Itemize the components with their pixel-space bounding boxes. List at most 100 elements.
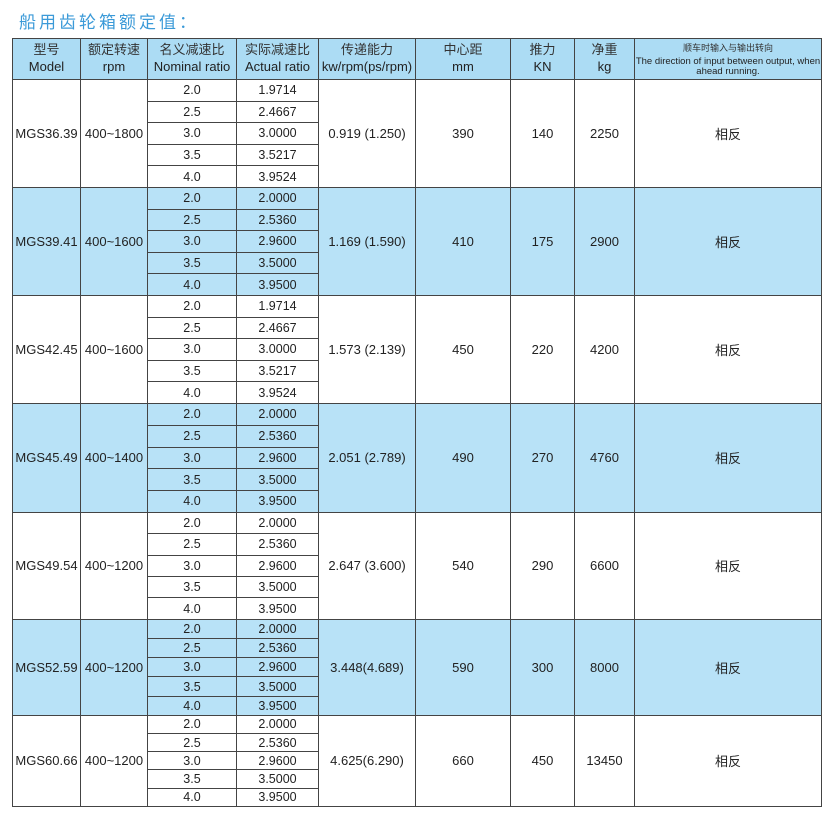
actual-ratio-cell: 3.5000 (236, 769, 319, 789)
actual-ratio-cell: 2.5360 (236, 533, 319, 556)
table-row: 3.5 3.5000 (13, 576, 822, 599)
header-rpm: 额定转速 rpm (80, 38, 148, 80)
actual-ratio-cell: 2.0000 (236, 714, 319, 734)
nominal-ratio-cell: 2.5 (147, 316, 237, 340)
direction-cell: 相反 (634, 714, 822, 807)
capacity-cell: 2.647 (3.600) (318, 511, 416, 620)
table-row: 2.5 2.5360 (13, 732, 822, 753)
header-center-distance: 中心距 mm (415, 38, 511, 80)
model-cell: MGS49.54 (12, 511, 81, 620)
table-row: 4.0 3.9524 (13, 381, 822, 404)
nominal-ratio-cell: 3.0 (147, 122, 237, 145)
table-row: 4.0 3.9500 (13, 787, 822, 807)
table-body: MGS36.39 400~1800 2.0 1.9714 0.919 (1.250) 39… (12, 79, 822, 807)
capacity-cell: 4.625(6.290) (318, 714, 416, 807)
actual-ratio-cell: 3.5000 (236, 251, 319, 275)
table-row: 3.5 3.5217 (13, 359, 822, 383)
table-row: MGS36.39 400~1800 2.0 1.9714 0.919 (1.250) 39… (12, 79, 822, 188)
nominal-ratio-cell: 4.0 (147, 695, 237, 716)
weight-cell: 4200 (574, 294, 635, 404)
actual-ratio-cell: 2.5360 (236, 732, 319, 753)
actual-ratio-cell: 1.9714 (236, 79, 319, 102)
center-distance-cell: 450 (415, 294, 511, 404)
table-row: MGS60.66 400~1200 2.0 2.0000 4.625(6.290) 660… (12, 714, 822, 807)
weight-cell: 13450 (574, 714, 635, 807)
center-distance-cell: 490 (415, 402, 511, 513)
table-row: 2.5 2.5360 (13, 533, 822, 556)
actual-ratio-cell: 2.4667 (236, 100, 319, 124)
model-cell: MGS45.49 (12, 402, 81, 513)
thrust-cell: 450 (510, 714, 575, 807)
nominal-ratio-cell: 2.5 (147, 533, 237, 556)
actual-ratio-cell: 2.9600 (236, 751, 319, 771)
header-direction: 顺车时输入与输出转向 The direction of input between… (634, 38, 822, 80)
nominal-ratio-cell: 2.5 (147, 732, 237, 753)
table-row: 3.0 3.0000 (13, 122, 822, 145)
table-row: MGS42.45 400~1600 2.0 1.9714 1.573 (2.139) 45… (12, 294, 822, 404)
actual-ratio-cell: 3.0000 (236, 338, 319, 361)
gearbox-ratings-table: 型号 Model 额定转速 rpm 名义减速比 Nominal ratio 实际减速比… (12, 38, 822, 807)
nominal-ratio-cell: 4.0 (147, 597, 237, 620)
model-cell: MGS42.45 (12, 294, 81, 404)
nominal-ratio-cell: 3.0 (147, 554, 237, 578)
header-weight: 净重 kg (574, 38, 635, 80)
model-cell: MGS39.41 (12, 186, 81, 296)
thrust-cell: 300 (510, 618, 575, 716)
thrust-cell: 270 (510, 402, 575, 513)
direction-cell: 相反 (634, 618, 822, 716)
rpm-cell: 400~1600 (80, 294, 148, 404)
thrust-cell: 290 (510, 511, 575, 620)
nominal-ratio-cell: 3.0 (147, 657, 237, 678)
header-row: 型号 Model 额定转速 rpm 名义减速比 Nominal ratio 实际减速比… (12, 38, 822, 80)
weight-cell: 4760 (574, 402, 635, 513)
nominal-ratio-cell: 3.5 (147, 576, 237, 599)
actual-ratio-cell: 3.9500 (236, 490, 319, 513)
actual-ratio-cell: 2.0000 (236, 402, 319, 426)
nominal-ratio-cell: 2.0 (147, 511, 237, 535)
actual-ratio-cell: 2.0000 (236, 511, 319, 535)
table-row: MGS39.41 400~1600 2.0 2.0000 1.169 (1.590) 41… (12, 186, 822, 296)
nominal-ratio-cell: 3.5 (147, 359, 237, 383)
table-row: 3.0 2.9600 (13, 751, 822, 771)
nominal-ratio-cell: 4.0 (147, 381, 237, 404)
header-nominal-ratio: 名义减速比 Nominal ratio (147, 38, 237, 80)
model-cell: MGS52.59 (12, 618, 81, 716)
nominal-ratio-cell: 3.5 (147, 251, 237, 275)
actual-ratio-cell: 2.4667 (236, 316, 319, 340)
nominal-ratio-cell: 2.5 (147, 638, 237, 659)
direction-cell: 相反 (634, 294, 822, 404)
actual-ratio-cell: 3.0000 (236, 122, 319, 145)
rpm-cell: 400~1400 (80, 402, 148, 513)
direction-cell: 相反 (634, 402, 822, 513)
header-capacity: 传递能力 kw/rpm(ps/rpm) (318, 38, 416, 80)
nominal-ratio-cell: 3.0 (147, 446, 237, 470)
nominal-ratio-cell: 2.5 (147, 100, 237, 124)
nominal-ratio-cell: 3.0 (147, 751, 237, 771)
nominal-ratio-cell: 4.0 (147, 273, 237, 296)
page-title: 船用齿轮箱额定值： (19, 13, 199, 33)
actual-ratio-cell: 3.9500 (236, 695, 319, 716)
capacity-cell: 2.051 (2.789) (318, 402, 416, 513)
center-distance-cell: 390 (415, 79, 511, 188)
direction-cell: 相反 (634, 186, 822, 296)
model-cell: MGS60.66 (12, 714, 81, 807)
actual-ratio-cell: 3.9500 (236, 597, 319, 620)
actual-ratio-cell: 3.9524 (236, 381, 319, 404)
weight-cell: 2900 (574, 186, 635, 296)
actual-ratio-cell: 3.9524 (236, 165, 319, 188)
nominal-ratio-cell: 2.0 (147, 186, 237, 210)
actual-ratio-cell: 2.5360 (236, 208, 319, 232)
actual-ratio-cell: 2.9600 (236, 657, 319, 678)
center-distance-cell: 660 (415, 714, 511, 807)
table-row: 3.5 3.5217 (13, 143, 822, 167)
capacity-cell: 1.573 (2.139) (318, 294, 416, 404)
table-row: MGS52.59 400~1200 2.0 2.0000 3.448(4.689) 590… (12, 618, 822, 716)
nominal-ratio-cell: 3.5 (147, 468, 237, 492)
actual-ratio-cell: 2.9600 (236, 230, 319, 253)
actual-ratio-cell: 2.5360 (236, 424, 319, 448)
actual-ratio-cell: 3.5000 (236, 468, 319, 492)
header-actual-ratio: 实际减速比 Actual ratio (236, 38, 319, 80)
table-row: 3.0 2.9600 (13, 230, 822, 253)
actual-ratio-cell: 3.9500 (236, 273, 319, 296)
nominal-ratio-cell: 2.5 (147, 208, 237, 232)
